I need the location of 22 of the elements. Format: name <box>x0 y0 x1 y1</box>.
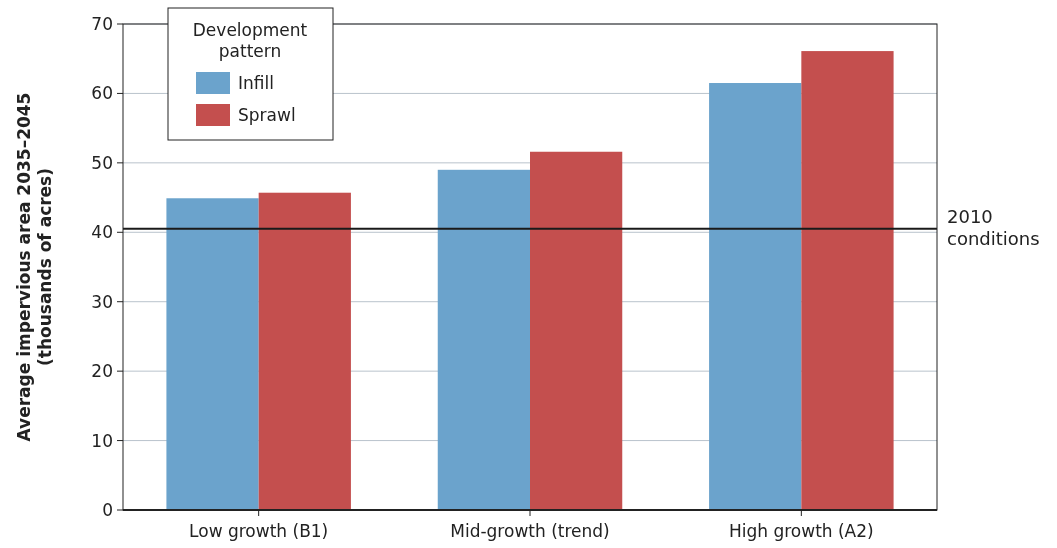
bar <box>258 192 351 510</box>
legend-label: Infill <box>238 72 274 93</box>
ref-line-label: 2010 conditions <box>947 205 1040 249</box>
bar <box>437 169 530 510</box>
bar <box>530 151 623 510</box>
y-tick-label: 60 <box>91 83 113 104</box>
bar <box>709 83 802 510</box>
legend-label: Sprawl <box>238 104 296 125</box>
y-tick-label: 0 <box>102 499 113 520</box>
y-tick-label: 20 <box>91 361 113 382</box>
y-tick-label: 30 <box>91 291 113 312</box>
y-tick-label: 40 <box>91 222 113 243</box>
bar <box>166 198 259 510</box>
bar <box>801 51 894 510</box>
y-axis-title: Average impervious area 2035–2045 (thousands of acres) <box>14 92 55 442</box>
legend-title: Development pattern <box>192 20 308 61</box>
x-tick-label: Low growth (B1) <box>189 521 329 541</box>
y-tick-label: 50 <box>91 152 113 173</box>
x-tick-label: High growth (A2) <box>728 521 874 541</box>
x-tick-label: Mid-growth (trend) <box>450 521 610 541</box>
y-tick-label: 10 <box>91 430 113 451</box>
y-tick-label: 70 <box>91 13 113 34</box>
